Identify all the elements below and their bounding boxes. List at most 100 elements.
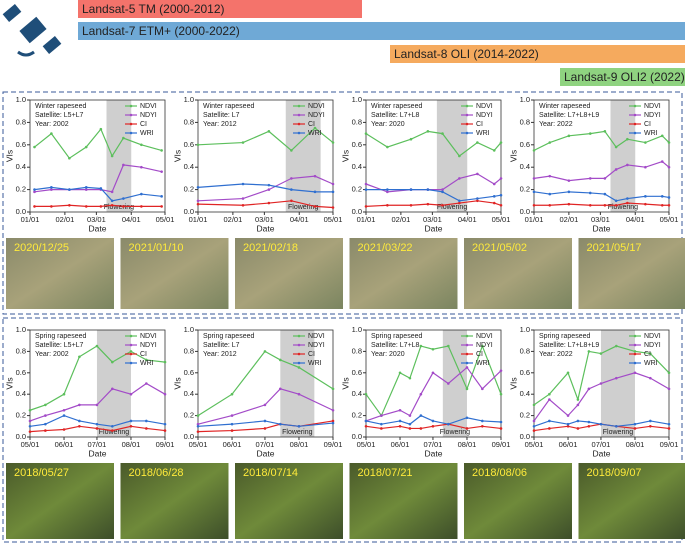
data-point bbox=[447, 344, 450, 348]
thumbnail-date: 2021/03/22 bbox=[358, 242, 413, 254]
y-tick-label: 0.2 bbox=[16, 185, 26, 194]
legend-label: CI bbox=[308, 351, 315, 358]
data-point bbox=[99, 187, 103, 190]
y-tick-label: 0.8 bbox=[184, 346, 194, 355]
thumbnail bbox=[6, 238, 114, 309]
y-tick-label: 0.4 bbox=[184, 162, 194, 171]
legend-marker bbox=[465, 122, 469, 126]
data-point bbox=[548, 141, 552, 144]
y-tick-label: 0.0 bbox=[352, 432, 362, 441]
data-point bbox=[419, 392, 423, 396]
y-tick-label: 0.0 bbox=[520, 432, 530, 441]
data-point bbox=[633, 350, 637, 353]
timeline-label: Landsat-8 OLI (2014-2022) bbox=[394, 47, 539, 61]
data-point bbox=[626, 163, 629, 167]
data-point bbox=[78, 403, 81, 407]
data-point bbox=[615, 344, 618, 348]
legend-marker bbox=[129, 361, 133, 365]
x-tick-label: 09/01 bbox=[492, 440, 511, 449]
data-point bbox=[408, 376, 412, 380]
data-point bbox=[481, 344, 484, 348]
legend-marker bbox=[297, 361, 301, 365]
data-point bbox=[28, 419, 32, 423]
data-point bbox=[313, 205, 317, 208]
thumbnail bbox=[235, 463, 343, 539]
data-point bbox=[532, 177, 536, 180]
flowering-span bbox=[280, 330, 315, 437]
data-point bbox=[499, 369, 503, 372]
data-point bbox=[660, 134, 664, 138]
data-point bbox=[431, 419, 435, 423]
x-tick-label: 03/01 bbox=[87, 215, 106, 224]
data-point bbox=[129, 392, 133, 396]
data-point bbox=[145, 358, 148, 362]
data-point bbox=[667, 371, 671, 375]
data-point bbox=[398, 408, 402, 412]
data-point bbox=[649, 352, 652, 355]
legend-marker bbox=[297, 104, 301, 108]
y-tick-label: 1.0 bbox=[520, 325, 530, 334]
data-point bbox=[603, 177, 607, 180]
span-label: Flowering bbox=[288, 204, 318, 211]
span-label: Flowering bbox=[603, 429, 633, 436]
data-point bbox=[419, 344, 423, 348]
y-tick-label: 0.0 bbox=[16, 432, 26, 441]
data-point bbox=[660, 160, 664, 163]
data-point bbox=[532, 203, 536, 207]
legend-label: CI bbox=[476, 351, 483, 358]
thumbnail bbox=[578, 463, 685, 539]
data-point bbox=[163, 392, 167, 396]
data-point bbox=[587, 387, 591, 391]
y-tick-label: 1.0 bbox=[520, 95, 530, 104]
data-point bbox=[44, 429, 47, 432]
panel-border bbox=[2, 317, 683, 543]
y-tick-label: 0.8 bbox=[352, 346, 362, 355]
legend-label: NDVI bbox=[644, 103, 661, 110]
data-point bbox=[458, 201, 461, 205]
series-line bbox=[365, 366, 502, 422]
data-point bbox=[587, 420, 591, 424]
chart-note: Satellite: L7 bbox=[203, 342, 240, 349]
series-line bbox=[534, 202, 669, 206]
y-tick-label: 0.6 bbox=[352, 140, 362, 149]
data-point bbox=[95, 422, 99, 426]
y-tick-label: 0.8 bbox=[520, 346, 530, 355]
data-point bbox=[576, 419, 580, 423]
data-point bbox=[492, 195, 496, 198]
data-point bbox=[196, 199, 200, 203]
flowering-span bbox=[600, 330, 635, 437]
legend-marker bbox=[633, 334, 637, 338]
legend-label: NDYI bbox=[476, 112, 493, 119]
data-point bbox=[548, 427, 551, 430]
legend-marker bbox=[129, 343, 133, 347]
data-point bbox=[160, 195, 163, 198]
legend-marker bbox=[465, 361, 469, 365]
y-tick-label: 0.6 bbox=[352, 368, 362, 377]
x-tick-label: 02/01 bbox=[391, 215, 410, 224]
data-point bbox=[140, 192, 143, 196]
y-axis-label: VIs bbox=[340, 150, 350, 162]
data-point bbox=[409, 137, 413, 141]
data-point bbox=[441, 203, 444, 207]
data-point bbox=[331, 182, 335, 186]
series-line bbox=[365, 423, 502, 430]
thumbnail bbox=[349, 238, 458, 309]
data-point bbox=[566, 414, 570, 417]
chart-note: Year: 2012 bbox=[203, 121, 237, 128]
data-point bbox=[447, 382, 450, 385]
thumbnail-date: 2021/05/02 bbox=[472, 242, 527, 254]
y-tick-label: 0.4 bbox=[352, 389, 362, 398]
data-point bbox=[548, 419, 551, 423]
data-point bbox=[364, 425, 368, 428]
flowering-span bbox=[96, 330, 131, 437]
chart-note: Year: 2002 bbox=[35, 121, 69, 128]
timeline-bar bbox=[390, 45, 685, 63]
data-point bbox=[267, 130, 271, 133]
legend-label: NDVI bbox=[308, 333, 325, 340]
series-line bbox=[533, 420, 670, 427]
chart-note: Spring rapeseed bbox=[203, 333, 254, 340]
data-point bbox=[476, 141, 479, 144]
data-point bbox=[599, 352, 603, 355]
data-point bbox=[615, 376, 618, 380]
